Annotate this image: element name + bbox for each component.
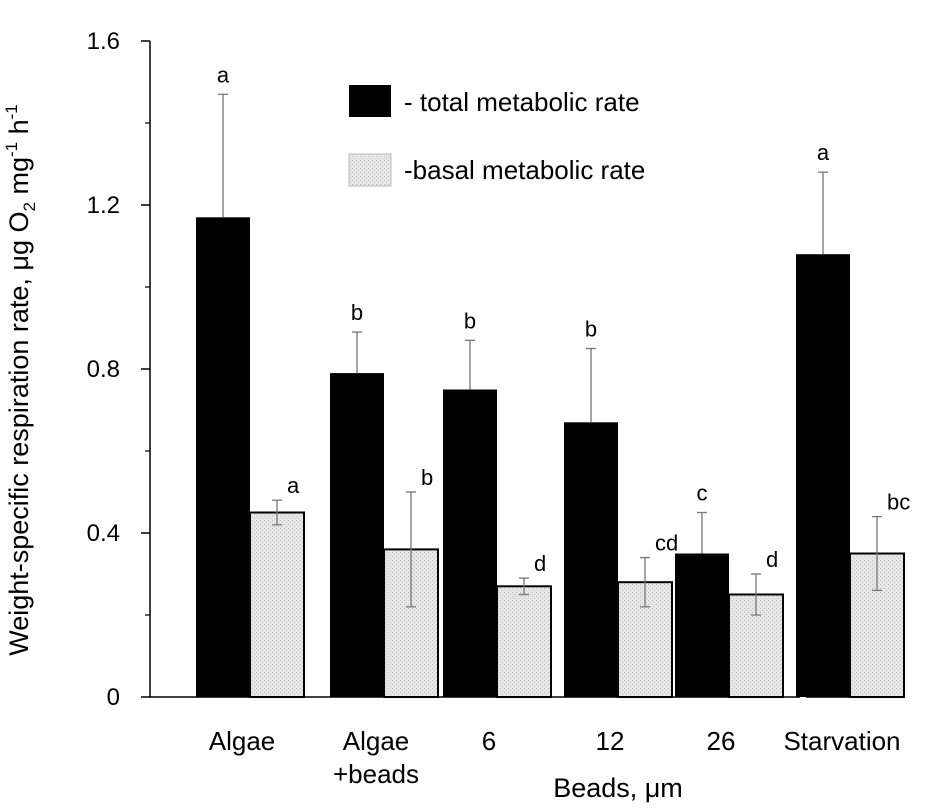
y-axis-title: Weight-specific respiration rate, μg O2 … xyxy=(2,104,39,656)
category-label: 12 xyxy=(596,726,625,756)
total-significance-label: b xyxy=(464,308,476,333)
x-axis-title: Beads, μm xyxy=(553,773,683,803)
category-label: Algae xyxy=(209,726,276,756)
total-rate-bar xyxy=(443,390,497,698)
bars xyxy=(196,217,904,697)
legend-swatch-total xyxy=(349,85,391,117)
total-rate-bar xyxy=(330,373,384,697)
total-significance-label: a xyxy=(217,62,230,87)
category-label: 6 xyxy=(482,726,496,756)
total-significance-label: b xyxy=(351,300,363,325)
total-rate-bar xyxy=(564,422,618,697)
basal-rate-bar xyxy=(250,513,304,698)
y-tick-label: 0.8 xyxy=(87,356,120,383)
legend-label-basal: -basal metabolic rate xyxy=(404,155,645,185)
legend-label-total: - total metabolic rate xyxy=(404,87,640,117)
total-significance-label: a xyxy=(817,140,830,165)
basal-rate-bar xyxy=(497,586,551,697)
basal-significance-label: d xyxy=(766,547,778,572)
legend: - total metabolic rate -basal metabolic … xyxy=(349,85,645,186)
y-tick-label: 0.4 xyxy=(87,520,120,547)
category-label: +beads xyxy=(333,759,419,789)
basal-significance-label: cd xyxy=(655,531,678,556)
basal-significance-label: bc xyxy=(887,490,910,515)
basal-significance-label: b xyxy=(421,465,433,490)
total-rate-bar xyxy=(196,217,250,697)
category-label: Starvation xyxy=(783,726,900,756)
category-label: 26 xyxy=(707,726,736,756)
total-significance-label: b xyxy=(585,317,597,342)
y-tick-label: 1.2 xyxy=(87,192,120,219)
y-tick-label: 1.6 xyxy=(87,28,120,55)
y-tick-label: 0 xyxy=(107,684,120,711)
basal-significance-label: a xyxy=(287,473,300,498)
category-label: Algae xyxy=(343,726,410,756)
y-ticks: 0 0.4 0.8 1.2 1.6 xyxy=(87,28,150,711)
total-significance-label: c xyxy=(697,481,708,506)
respiration-bar-chart: Weight-specific respiration rate, μg O2 … xyxy=(0,0,950,809)
total-rate-bar xyxy=(675,554,729,698)
total-rate-bar xyxy=(796,254,850,697)
basal-significance-label: d xyxy=(534,551,546,576)
legend-swatch-basal xyxy=(349,154,391,186)
